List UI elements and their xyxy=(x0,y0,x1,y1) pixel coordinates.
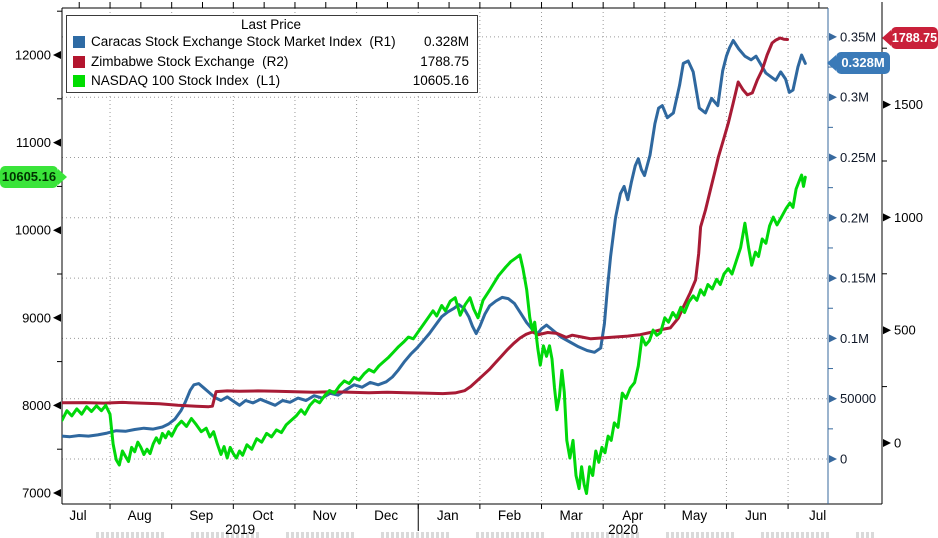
legend-item-value: 0.328M xyxy=(423,34,469,50)
clipped-footer-text xyxy=(96,532,876,538)
series-line xyxy=(62,36,789,409)
svg-text:0.15M: 0.15M xyxy=(840,271,876,286)
svg-text:9000: 9000 xyxy=(22,310,51,325)
svg-text:Apr: Apr xyxy=(622,508,644,523)
svg-text:Dec: Dec xyxy=(374,508,398,523)
svg-text:12000: 12000 xyxy=(15,48,51,63)
badge-arrow-icon xyxy=(882,30,891,46)
series-line xyxy=(62,173,807,495)
svg-text:Mar: Mar xyxy=(559,508,583,523)
svg-text:Oct: Oct xyxy=(252,508,273,523)
svg-text:2020: 2020 xyxy=(608,522,638,537)
svg-text:0.25M: 0.25M xyxy=(840,150,876,165)
legend-item-label: Caracas Stock Exchange Stock Market Inde… xyxy=(91,34,396,50)
legend-item-caracas[interactable]: Caracas Stock Exchange Stock Market Inde… xyxy=(73,33,469,51)
svg-text:Sep: Sep xyxy=(189,508,213,523)
svg-text:0.1M: 0.1M xyxy=(840,331,869,346)
svg-text:0.3M: 0.3M xyxy=(840,90,869,105)
svg-text:Jan: Jan xyxy=(437,508,459,523)
legend-item-value: 1788.75 xyxy=(420,53,469,69)
legend-item-label: NASDAQ 100 Stock Index (L1) xyxy=(91,72,281,88)
svg-text:11000: 11000 xyxy=(16,135,51,150)
legend-item-value: 10605.16 xyxy=(412,72,469,88)
svg-text:8000: 8000 xyxy=(22,398,51,413)
svg-text:Nov: Nov xyxy=(313,508,337,523)
svg-text:1000: 1000 xyxy=(894,210,923,225)
svg-text:2019: 2019 xyxy=(225,522,255,537)
legend-item-zimbabwe[interactable]: Zimbabwe Stock Exchange (R2) 1788.75 xyxy=(73,53,469,71)
svg-text:0.35M: 0.35M xyxy=(840,29,876,44)
svg-text:Jun: Jun xyxy=(745,508,767,523)
legend-item-nasdaq[interactable]: NASDAQ 100 Stock Index (L1) 10605.16 xyxy=(73,72,469,90)
series-line xyxy=(62,39,807,439)
svg-text:Jul: Jul xyxy=(69,508,86,523)
svg-text:10000: 10000 xyxy=(15,223,51,238)
nasdaq-last-price-badge: 10605.16 xyxy=(0,166,67,188)
svg-text:Jul: Jul xyxy=(809,508,826,523)
svg-text:0.2M: 0.2M xyxy=(840,210,869,225)
svg-text:0: 0 xyxy=(894,436,901,451)
badge-arrow-icon xyxy=(827,55,836,71)
caracas-last-price-badge: 0.328M xyxy=(827,52,890,74)
caracas-swatch-icon xyxy=(73,36,85,49)
badge-arrow-icon xyxy=(58,169,67,185)
legend-item-label: Zimbabwe Stock Exchange (R2) xyxy=(91,53,289,69)
svg-text:0: 0 xyxy=(840,452,847,467)
zimbabwe-last-price-badge: 1788.75 xyxy=(882,27,938,49)
legend: Last Price Caracas Stock Exchange Stock … xyxy=(66,15,478,93)
legend-title: Last Price xyxy=(240,17,302,32)
svg-text:May: May xyxy=(682,508,708,523)
svg-text:1500: 1500 xyxy=(894,97,923,112)
svg-text:Feb: Feb xyxy=(498,508,521,523)
svg-text:Aug: Aug xyxy=(128,508,152,523)
svg-text:500: 500 xyxy=(894,323,916,338)
svg-text:50000: 50000 xyxy=(840,391,876,406)
svg-text:7000: 7000 xyxy=(22,486,51,501)
nasdaq-swatch-icon xyxy=(73,74,85,87)
zimbabwe-swatch-icon xyxy=(73,55,85,68)
